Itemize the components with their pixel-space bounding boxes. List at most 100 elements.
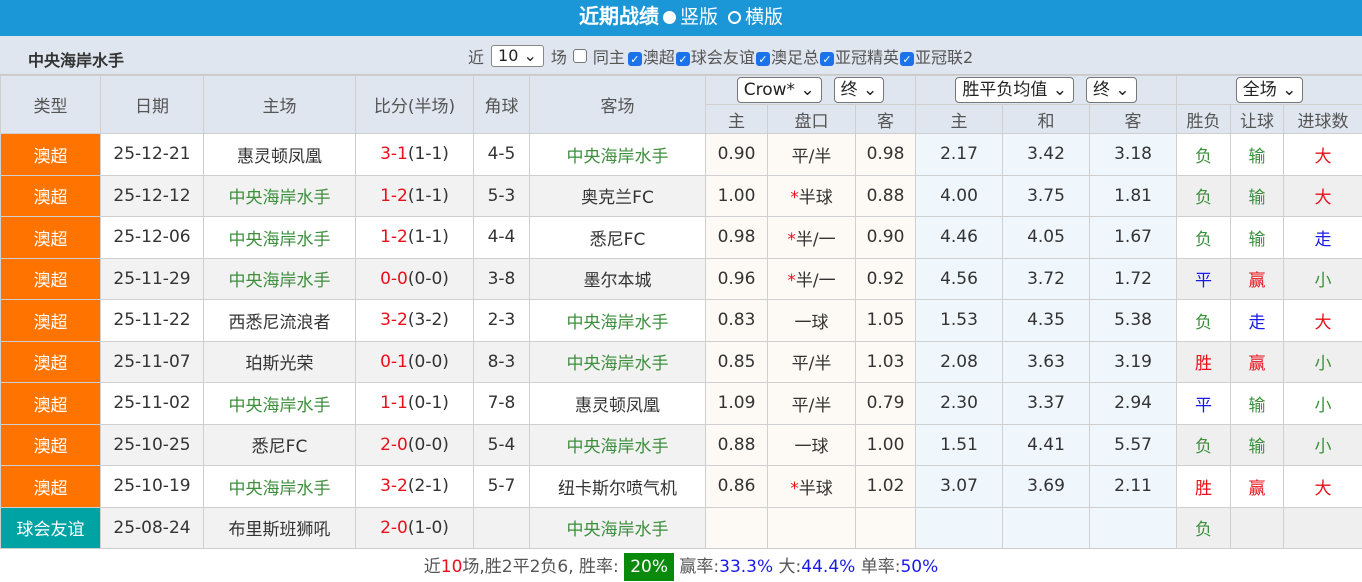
league-cell[interactable]: 澳超 (0, 340, 101, 383)
competition-checkbox[interactable]: ✓ (675, 51, 690, 66)
home-team[interactable]: 中央海岸水手 (203, 465, 356, 508)
league-cell[interactable]: 澳超 (0, 299, 101, 342)
competition-checkbox[interactable]: ✓ (755, 51, 770, 66)
league-cell[interactable]: 澳超 (0, 423, 101, 466)
handicap-cell: 走 (1230, 299, 1285, 342)
home-team[interactable]: 中央海岸水手 (203, 257, 356, 300)
date-cell: 25-11-02 (100, 382, 204, 425)
date-cell: 25-11-29 (100, 257, 204, 300)
league-cell[interactable]: 澳超 (0, 465, 101, 508)
team-name: 中央海岸水手 (28, 51, 125, 70)
away-team[interactable]: 中央海岸水手 (529, 423, 706, 466)
table-row[interactable]: 澳超 25-11-29 中央海岸水手 0-0(0-0) 3-8 墨尔本城 0.9… (0, 257, 1362, 300)
score-cell[interactable]: 0-1(0-0) (355, 340, 474, 383)
score-cell[interactable]: 3-2(2-1) (355, 465, 474, 508)
away-team[interactable]: 中央海岸水手 (529, 340, 706, 383)
ah-line: *半/一 (767, 216, 856, 259)
results-table: 类型 日期 主场 比分(半场) 角球 客场 Crow* ⌄ 终 ⌄ 胜平负均值 ⌄… (0, 75, 1362, 549)
corner-cell: 5-7 (473, 465, 530, 508)
league-cell[interactable]: 澳超 (0, 133, 101, 176)
radio-horizontal[interactable] (728, 11, 742, 24)
table-row[interactable]: 澳超 25-11-07 珀斯光荣 0-1(0-0) 8-3 中央海岸水手 0.8… (0, 340, 1362, 383)
home-team[interactable]: 西悉尼流浪者 (203, 299, 356, 342)
away-team[interactable]: 中央海岸水手 (529, 299, 706, 342)
result-cell: 胜 (1176, 465, 1232, 508)
score-cell[interactable]: 1-2(1-1) (355, 174, 474, 217)
table-row[interactable]: 澳超 25-11-02 中央海岸水手 1-1(0-1) 7-8 惠灵顿凤凰 1.… (0, 382, 1362, 425)
handicap-cell: 赢 (1230, 340, 1285, 383)
table-row[interactable]: 澳超 25-10-25 悉尼FC 2-0(0-0) 5-4 中央海岸水手 0.8… (0, 423, 1362, 466)
corner-cell: 3-8 (473, 257, 530, 300)
eu-away-odds: 1.81 (1089, 174, 1178, 217)
euro-odds-select[interactable]: 胜平负均值 ⌄ (955, 77, 1075, 103)
ah-away-odds: 0.79 (854, 382, 917, 425)
euro-time-select[interactable]: 终 ⌄ (1086, 77, 1137, 103)
competition-checkbox[interactable]: ✓ (627, 51, 642, 66)
home-team[interactable]: 布里斯班狮吼 (203, 506, 356, 549)
table-row[interactable]: 澳超 25-12-12 中央海岸水手 1-2(1-1) 5-3 奥克兰FC 1.… (0, 174, 1362, 217)
away-team[interactable]: 墨尔本城 (529, 257, 706, 300)
table-row[interactable]: 澳超 25-12-06 中央海岸水手 1-2(1-1) 4-4 悉尼FC 0.9… (0, 216, 1362, 259)
home-team[interactable]: 中央海岸水手 (203, 216, 356, 259)
ah-away-odds: 0.98 (854, 133, 917, 176)
option-vertical[interactable]: 竖版 (679, 6, 718, 28)
away-team[interactable]: 纽卡斯尔喷气机 (529, 465, 706, 508)
odds-company-select[interactable]: Crow* ⌄ (736, 77, 822, 103)
score-cell[interactable]: 3-1(1-1) (355, 133, 474, 176)
competition-checkbox[interactable]: ✓ (819, 51, 834, 66)
score-cell[interactable]: 0-0(0-0) (355, 257, 474, 300)
league-cell[interactable]: 澳超 (0, 382, 101, 425)
table-row[interactable]: 澳超 25-10-19 中央海岸水手 3-2(2-1) 5-7 纽卡斯尔喷气机 … (0, 465, 1362, 508)
result-cell: 负 (1176, 133, 1232, 176)
away-team[interactable]: 惠灵顿凤凰 (529, 382, 706, 425)
home-team[interactable]: 悉尼FC (203, 423, 356, 466)
away-team[interactable]: 中央海岸水手 (529, 506, 706, 549)
eu-away-odds: 2.94 (1089, 382, 1178, 425)
result-cell: 负 (1176, 174, 1232, 217)
table-row[interactable]: 澳超 25-12-21 惠灵顿凤凰 3-1(1-1) 4-5 中央海岸水手 0.… (0, 133, 1362, 176)
league-cell[interactable]: 球会友谊 (0, 506, 101, 549)
eu-draw-odds: 3.42 (1002, 133, 1091, 176)
home-team[interactable]: 中央海岸水手 (203, 382, 356, 425)
ah-home-odds: 0.83 (705, 299, 768, 342)
match-count-select[interactable]: 10 ⌄ (491, 45, 544, 67)
result-cell: 平 (1176, 257, 1232, 300)
score-cell[interactable]: 3-2(3-2) (355, 299, 474, 342)
odds-time-select[interactable]: 终 ⌄ (833, 77, 885, 103)
home-team[interactable]: 惠灵顿凤凰 (203, 133, 356, 176)
scope-select[interactable]: 全场 ⌄ (1235, 77, 1304, 103)
table-row[interactable]: 澳超 25-11-22 西悉尼流浪者 3-2(3-2) 2-3 中央海岸水手 0… (0, 299, 1362, 342)
score-cell[interactable]: 1-2(1-1) (355, 216, 474, 259)
home-team[interactable]: 珀斯光荣 (203, 340, 356, 383)
table-row[interactable]: 球会友谊 25-08-24 布里斯班狮吼 2-0(1-0) 中央海岸水手 负 (0, 506, 1362, 549)
date-cell: 25-12-21 (100, 133, 204, 176)
ah-home-odds: 0.88 (705, 423, 768, 466)
score-cell[interactable]: 2-0(0-0) (355, 423, 474, 466)
score-cell[interactable]: 1-1(0-1) (355, 382, 474, 425)
result-cell: 平 (1176, 382, 1232, 425)
corner-cell: 7-8 (473, 382, 530, 425)
eu-away-odds: 1.72 (1089, 257, 1178, 300)
ah-home-odds: 0.86 (705, 465, 768, 508)
home-team[interactable]: 中央海岸水手 (203, 174, 356, 217)
option-horizontal[interactable]: 横版 (745, 6, 784, 28)
ah-away-odds: 1.02 (854, 465, 917, 508)
radio-vertical[interactable] (662, 11, 676, 24)
competition-checkbox[interactable]: ✓ (899, 51, 914, 66)
eu-away-odds: 1.67 (1089, 216, 1178, 259)
away-team[interactable]: 中央海岸水手 (529, 133, 706, 176)
ah-away-odds (854, 506, 917, 549)
away-team[interactable]: 悉尼FC (529, 216, 706, 259)
league-cell[interactable]: 澳超 (0, 174, 101, 217)
count-suffix: 场 (550, 48, 567, 67)
same-home-checkbox[interactable] (572, 49, 587, 63)
eu-draw-odds: 3.72 (1002, 257, 1091, 300)
league-cell[interactable]: 澳超 (0, 257, 101, 300)
league-cell[interactable]: 澳超 (0, 216, 101, 259)
ah-away-odds: 1.00 (854, 423, 917, 466)
away-team[interactable]: 奥克兰FC (529, 174, 706, 217)
ah-line: 平/半 (767, 382, 856, 425)
eu-away-odds: 2.11 (1089, 465, 1178, 508)
eu-draw-odds: 3.37 (1002, 382, 1091, 425)
score-cell[interactable]: 2-0(1-0) (355, 506, 474, 549)
